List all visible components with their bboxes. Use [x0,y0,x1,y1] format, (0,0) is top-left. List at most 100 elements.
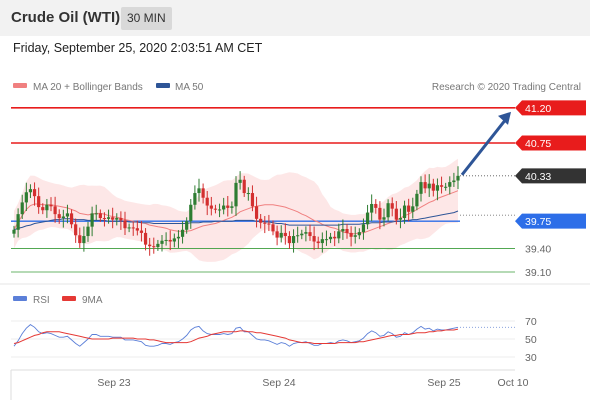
candle-body [370,203,374,213]
candle-body [127,227,131,229]
candle-body [242,179,246,194]
candle-body [201,188,205,198]
candle-body [90,213,94,227]
candle-body [390,203,394,209]
support-label: 39.10 [525,267,551,279]
forecast-arrow-head [498,111,511,125]
candle-body [189,204,193,222]
candle-body [456,175,460,181]
forecast-arrow [460,111,511,176]
candle-body [423,182,427,189]
candle-body [180,229,185,237]
candle-body [193,193,197,205]
candle-body [407,205,411,212]
resistance-tag-label: 40.75 [525,138,551,150]
candle-body [415,193,419,207]
candle-body [341,229,345,232]
candle-body [382,217,386,220]
candle-body [94,213,98,215]
level-lines [11,107,515,273]
candle-body [205,197,209,206]
candle-body [312,236,316,242]
candle-body [98,213,102,219]
candle-body [53,206,57,215]
candle-body [185,221,189,230]
candle-body [57,214,61,219]
candle-body [217,209,222,211]
candle-body [374,203,378,208]
ma9-legend-label: 9MA [82,295,103,306]
candles [12,166,460,256]
candle-body [238,179,242,183]
chart-header: Crude Oil (WTI) 30 MIN [0,0,590,36]
rsi-tick-label: 50 [525,334,537,346]
candle-body [378,207,382,220]
x-tick-label: Oct 10 [498,377,529,389]
x-tick-label: Sep 25 [427,377,460,389]
candle-body [176,236,181,239]
candle-body [402,205,407,219]
candle-body [49,204,53,207]
candle-body [386,203,390,218]
candle-body [361,224,366,233]
candle-body [168,239,172,242]
candle-body [172,238,176,242]
x-tick-label: Sep 24 [262,377,295,389]
rsi-line [13,324,459,347]
candle-body [333,236,337,239]
ma50-legend-swatch [156,83,170,88]
candle-body [111,217,115,220]
candle-body [135,228,139,231]
timeframe-badge[interactable]: 30 MIN [121,7,172,30]
candle-body [452,180,456,183]
resistance-tag-label: 41.20 [525,103,551,115]
rsi-panel: 70 50 30 [11,316,537,364]
candle-body [398,218,403,220]
candle-body [74,224,78,236]
candle-body [119,218,123,221]
candle-body [143,232,148,245]
candle-body [41,207,45,211]
ma50-legend-label: MA 50 [175,82,204,93]
resistance-tag [515,100,586,116]
candle-body [353,235,357,237]
candle-body [123,220,127,229]
candle-body [254,206,259,219]
timestamp-label: Friday, September 25, 2020 2:03:51 AM CE… [13,41,263,55]
pivot-tag-label: 39.75 [525,216,551,228]
candle-body [250,193,255,207]
x-axis-ticks: Sep 23 Sep 24 Sep 25 Oct 10 [97,377,528,389]
candle-body [365,212,370,225]
level-tags: 41.20 40.75 40.33 39.75 39.40 39.10 [515,100,586,279]
current-tag-label: 40.33 [525,171,551,183]
candle-body [32,189,37,197]
candle-body [20,202,24,215]
resistance-tag [515,135,586,151]
candle-body [320,239,324,244]
candle-body [12,229,16,234]
candle-body [394,208,398,220]
rsi-legend-label: RSI [33,295,50,306]
candle-body [279,232,283,238]
candle-body [197,188,201,194]
candle-body [287,236,292,244]
candle-body [296,235,300,237]
candle-body [246,193,250,195]
candle-body [267,223,271,225]
candle-body [131,227,135,229]
candle-body [28,189,33,193]
candle-body [226,205,230,208]
ma20-legend-swatch [13,83,27,88]
candle-body [431,183,435,191]
candle-body [16,214,20,230]
candle-body [139,230,144,233]
candle-body [65,213,70,217]
ma9-line [13,328,459,344]
candle-body [316,241,320,244]
candle-body [300,233,304,236]
candle-body [222,205,226,210]
candle-body [106,217,111,219]
candle-body [283,232,287,237]
candle-body [345,229,349,233]
